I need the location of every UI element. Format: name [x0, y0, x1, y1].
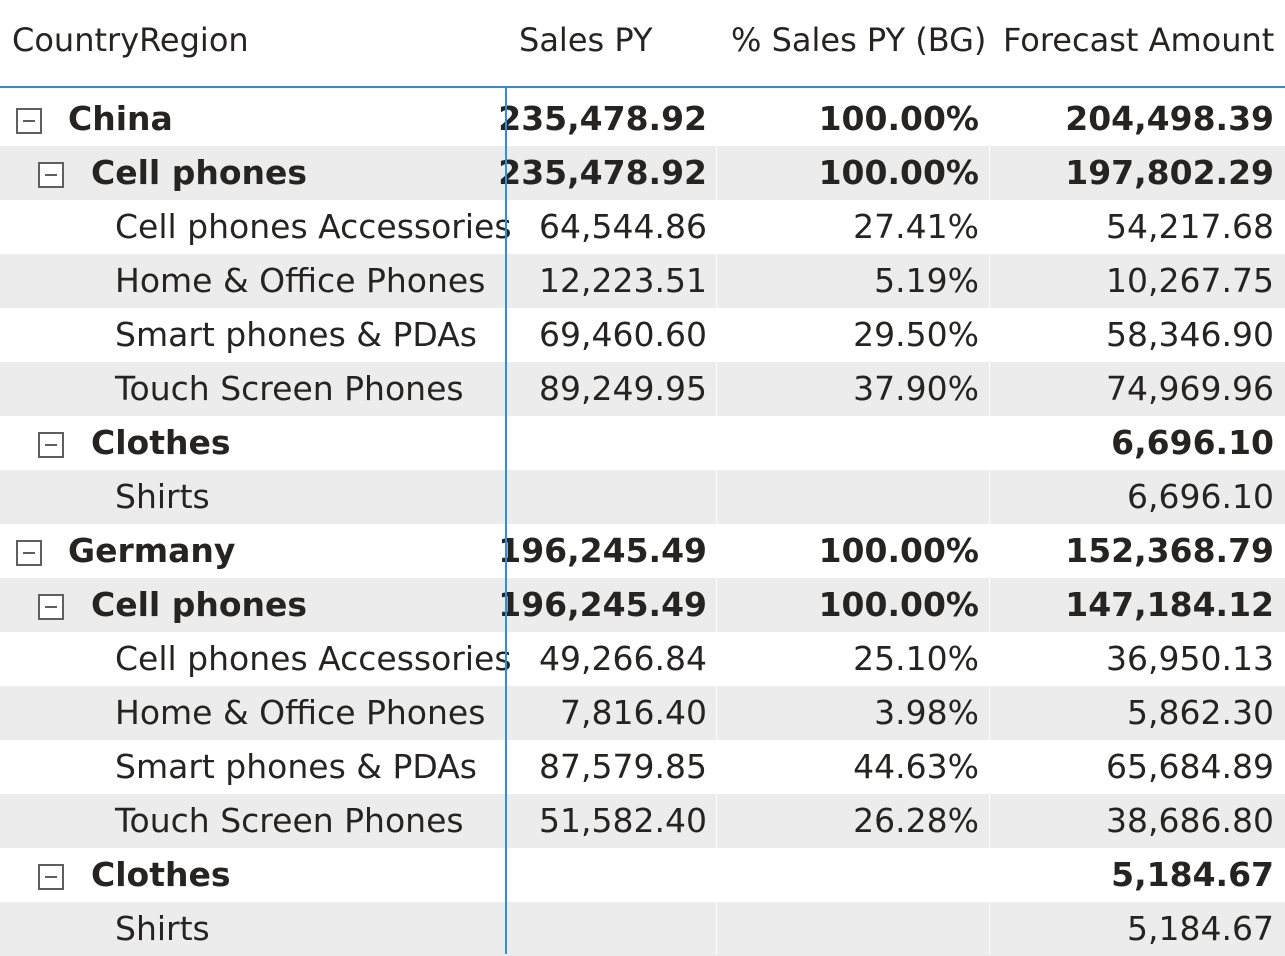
sales-py-cell: 49,266.84 — [539, 639, 707, 678]
forecast-amount-cell: 58,346.90 — [1106, 315, 1274, 354]
table-row[interactable]: Home & Office Phones 12,223.51 5.19% 10,267… — [0, 254, 1285, 308]
sales-py-cell — [457, 902, 707, 956]
sales-py-cell: 235,478.92 — [498, 99, 707, 138]
sales-py-cell: 64,544.86 — [539, 207, 707, 246]
pct-sales-py-cell — [749, 416, 979, 470]
table-row[interactable]: Cell phones Accessories 64,544.86 27.41% 54… — [0, 200, 1285, 254]
pct-sales-py-cell — [749, 470, 979, 524]
sales-py-cell: 69,460.60 — [539, 315, 707, 354]
table-row[interactable]: Home & Office Phones 7,816.40 3.98% 5,862.3… — [0, 686, 1285, 740]
forecast-amount-cell: 152,368.79 — [1065, 531, 1274, 570]
header-pct-sales-py[interactable]: % Sales PY (BG) — [731, 21, 987, 59]
sales-py-cell: 87,579.85 — [539, 747, 707, 786]
row-header-divider — [505, 86, 507, 954]
sales-py-cell: 51,582.40 — [539, 801, 707, 840]
sales-py-cell — [457, 848, 707, 902]
header-countryregion[interactable]: CountryRegion — [12, 21, 249, 59]
column-divider — [989, 88, 990, 954]
forecast-amount-cell: 38,686.80 — [1106, 801, 1274, 840]
forecast-amount-cell: 10,267.75 — [1106, 261, 1274, 300]
pct-sales-py-cell: 3.98% — [874, 693, 979, 732]
pct-sales-py-cell: 29.50% — [853, 315, 979, 354]
row-label: Touch Screen Phones — [115, 801, 464, 840]
table-row[interactable]: China 235,478.92 100.00% 204,498.39 — [0, 92, 1285, 146]
row-label: Cell phones Accessories — [115, 639, 512, 678]
sales-py-cell: 12,223.51 — [539, 261, 707, 300]
pct-sales-py-cell: 26.28% — [853, 801, 979, 840]
pct-sales-py-cell: 100.00% — [818, 585, 979, 624]
pct-sales-py-cell: 5.19% — [874, 261, 979, 300]
table-row[interactable]: Cell phones 235,478.92 100.00% 197,802.29 — [0, 146, 1285, 200]
forecast-amount-cell: 6,696.10 — [1127, 477, 1274, 516]
row-label: Home & Office Phones — [115, 693, 486, 732]
row-label: Cell phones Accessories — [115, 207, 512, 246]
forecast-amount-cell: 204,498.39 — [1065, 99, 1274, 138]
row-label: Touch Screen Phones — [115, 369, 464, 408]
sales-py-cell: 89,249.95 — [539, 369, 707, 408]
row-label: Home & Office Phones — [115, 261, 486, 300]
forecast-amount-cell: 6,696.10 — [1111, 423, 1274, 462]
row-label: Germany — [68, 531, 236, 570]
row-label: Shirts — [115, 477, 210, 516]
column-divider — [716, 88, 717, 954]
row-label: Smart phones & PDAs — [115, 747, 477, 786]
forecast-amount-cell: 5,184.67 — [1111, 855, 1274, 894]
pct-sales-py-cell — [749, 902, 979, 956]
table-row[interactable]: Smart phones & PDAs 87,579.85 44.63% 65,684… — [0, 740, 1285, 794]
sales-py-cell — [457, 416, 707, 470]
table-row[interactable]: Cell phones Accessories 49,266.84 25.10% 36… — [0, 632, 1285, 686]
row-label: Clothes — [91, 423, 231, 462]
row-label: Cell phones — [91, 153, 308, 192]
column-header-row: CountryRegion Sales PY % Sales PY (BG) F… — [0, 0, 1285, 88]
table-row[interactable]: Shirts 6,696.10 — [0, 470, 1285, 524]
collapse-icon[interactable] — [38, 162, 64, 188]
pct-sales-py-cell: 25.10% — [853, 639, 979, 678]
sales-py-cell: 235,478.92 — [498, 153, 707, 192]
sales-py-cell: 196,245.49 — [498, 531, 707, 570]
forecast-amount-cell: 5,862.30 — [1127, 693, 1274, 732]
forecast-amount-cell: 54,217.68 — [1106, 207, 1274, 246]
collapse-icon[interactable] — [38, 594, 64, 620]
forecast-amount-cell: 147,184.12 — [1065, 585, 1274, 624]
forecast-amount-cell: 5,184.67 — [1127, 909, 1274, 948]
pct-sales-py-cell — [749, 848, 979, 902]
sales-py-cell: 7,816.40 — [560, 693, 707, 732]
table-row[interactable]: Germany 196,245.49 100.00% 152,368.79 — [0, 524, 1285, 578]
table-row[interactable]: Touch Screen Phones 89,249.95 37.90% 74,969… — [0, 362, 1285, 416]
row-label: Shirts — [115, 909, 210, 948]
row-label: Smart phones & PDAs — [115, 315, 477, 354]
table-row[interactable]: Touch Screen Phones 51,582.40 26.28% 38,686… — [0, 794, 1285, 848]
table-row[interactable]: Shirts 5,184.67 — [0, 902, 1285, 956]
forecast-amount-cell: 74,969.96 — [1106, 369, 1274, 408]
row-label: China — [68, 99, 173, 138]
table-row[interactable]: Clothes 6,696.10 — [0, 416, 1285, 470]
collapse-icon[interactable] — [16, 540, 42, 566]
collapse-icon[interactable] — [16, 108, 42, 134]
pct-sales-py-cell: 100.00% — [818, 531, 979, 570]
header-forecast-amount[interactable]: Forecast Amount — [1003, 21, 1275, 59]
forecast-amount-cell: 65,684.89 — [1106, 747, 1274, 786]
table-row[interactable]: Cell phones 196,245.49 100.00% 147,184.12 — [0, 578, 1285, 632]
table-row[interactable]: Clothes 5,184.67 — [0, 848, 1285, 902]
header-sales-py[interactable]: Sales PY — [519, 21, 653, 59]
pct-sales-py-cell: 44.63% — [853, 747, 979, 786]
forecast-amount-cell: 36,950.13 — [1106, 639, 1274, 678]
sales-py-cell: 196,245.49 — [498, 585, 707, 624]
collapse-icon[interactable] — [38, 864, 64, 890]
row-label: Clothes — [91, 855, 231, 894]
row-label: Cell phones — [91, 585, 308, 624]
pct-sales-py-cell: 27.41% — [853, 207, 979, 246]
forecast-amount-cell: 197,802.29 — [1065, 153, 1274, 192]
sales-py-cell — [457, 470, 707, 524]
pct-sales-py-cell: 100.00% — [818, 99, 979, 138]
pct-sales-py-cell: 37.90% — [853, 369, 979, 408]
pct-sales-py-cell: 100.00% — [818, 153, 979, 192]
collapse-icon[interactable] — [38, 432, 64, 458]
table-row[interactable]: Smart phones & PDAs 69,460.60 29.50% 58,346… — [0, 308, 1285, 362]
